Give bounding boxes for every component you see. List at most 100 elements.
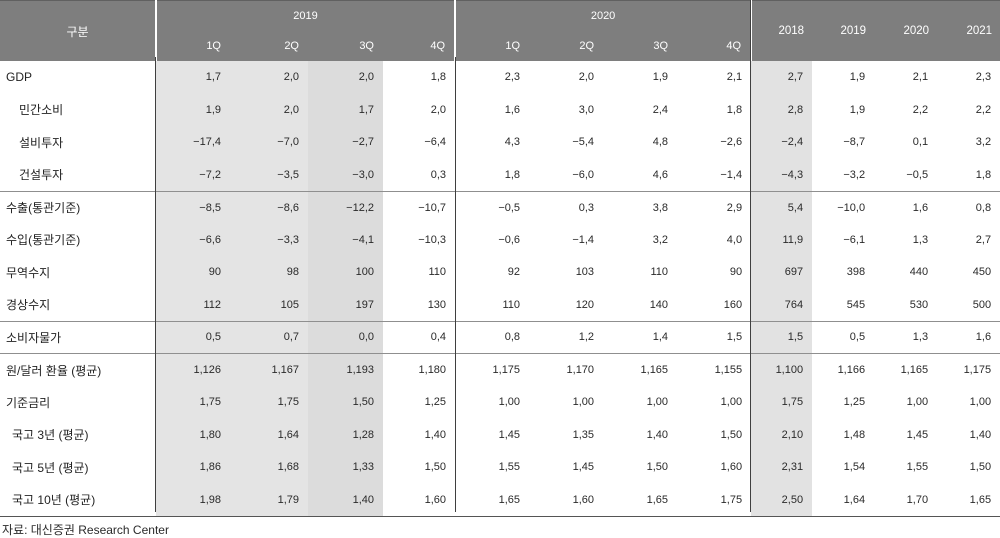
cell-value: −6,4 — [424, 136, 447, 149]
cell-value: −3,0 — [308, 158, 383, 192]
cell-value: −0,5 — [498, 201, 521, 214]
cell-value: 90 — [208, 266, 221, 279]
cell-value: 2,3 — [504, 71, 521, 84]
cell-value: 4,0 — [726, 233, 743, 246]
cell-value: 3,2 — [652, 233, 669, 246]
cell-value: 1,00 — [969, 396, 992, 409]
table-row: 국고 10년 (평균) 1,98 1,79 1,40 1,60 1,65 1,60 1,65 1… — [0, 483, 1000, 517]
cell-value: −8,7 — [843, 136, 866, 149]
cell-value: 1,126 — [193, 364, 221, 376]
cell-value: −2,4 — [781, 136, 804, 149]
cell-value: 110 — [650, 266, 669, 279]
cell-value: 1,60 — [383, 483, 456, 517]
cell-value: 2,9 — [726, 201, 743, 214]
cell-value: 1,8 — [430, 71, 447, 84]
cell-value: 103 — [575, 266, 595, 279]
cell-value: −2,6 — [720, 136, 743, 149]
header-2020-q2: 2Q — [529, 31, 604, 61]
cell-value: 1,00 — [906, 396, 929, 409]
table-row: 기준금리 1,75 1,75 1,50 1,25 1,00 1,00 1,00 1,00 1,75… — [0, 386, 1000, 419]
cell-value: 3,8 — [652, 201, 669, 214]
cell-value: 1,165 — [900, 364, 929, 376]
cell-value: 450 — [972, 266, 992, 279]
cell-value: 90 — [729, 266, 743, 279]
cell-value: 105 — [230, 288, 308, 322]
cell-value: 1,68 — [277, 461, 299, 474]
cell-value: 1,166 — [837, 364, 866, 376]
cell-value: 2,0 — [283, 71, 299, 84]
cell-value: 2,7 — [787, 71, 804, 84]
cell-value: 1,25 — [424, 396, 447, 409]
cell-value: 4,8 — [652, 136, 669, 149]
cell-value: 11,9 — [782, 233, 804, 246]
cell-value: −3,5 — [230, 158, 308, 192]
cell-value: 1,75 — [199, 396, 221, 409]
cell-value: 1,155 — [714, 364, 743, 376]
cell-value: 2,1 — [726, 71, 743, 84]
cell-value: 1,25 — [843, 396, 866, 409]
cell-value: −10,3 — [418, 233, 447, 246]
row-label: 소비자물가 — [0, 321, 156, 354]
cell-value: 1,175 — [963, 364, 992, 376]
cell-value: 398 — [846, 266, 866, 279]
cell-value: 1,9 — [652, 71, 669, 84]
cell-value: 0,3 — [578, 201, 595, 214]
cell-value: 0,3 — [383, 158, 456, 192]
cell-value: 2,10 — [781, 428, 804, 441]
cell-value: 1,48 — [843, 428, 866, 441]
table-row: 수입(통관기준) −6,6 −3,3 −4,1 −10,3 −0,6 −1,4 3,2 4,0 1… — [0, 224, 1000, 257]
cell-value: 100 — [355, 266, 374, 279]
cell-value: −5,4 — [572, 136, 595, 149]
cell-value: 1,50 — [969, 461, 992, 474]
row-label: 무역수지 — [6, 265, 51, 280]
cell-value: 1,70 — [874, 483, 938, 517]
cell-value: 1,65 — [455, 483, 530, 517]
header-year-2021: 2021 — [937, 0, 1000, 61]
cell-value: 1,7 — [358, 103, 374, 116]
cell-value: 130 — [383, 288, 456, 322]
cell-value: 0,7 — [230, 321, 308, 354]
cell-value: 2,0 — [578, 71, 595, 84]
cell-value: 1,54 — [843, 461, 866, 474]
cell-value: −3,3 — [277, 233, 299, 246]
cell-value: 1,6 — [504, 103, 521, 116]
cell-value: 1,60 — [720, 461, 743, 474]
table-row: GDP 1,7 2,0 2,0 1,8 2,3 2,0 1,9 2,1 2,7 1,9 2,1 2,3 — [0, 61, 1000, 94]
cell-value: −1,4 — [572, 233, 595, 246]
cell-value: 5,4 — [787, 201, 804, 214]
cell-value: −4,1 — [352, 233, 374, 246]
cell-value: 2,0 — [430, 103, 447, 116]
cell-value: 1,5 — [677, 321, 752, 354]
cell-value: 1,4 — [603, 321, 678, 354]
cell-value: −10,0 — [837, 201, 866, 214]
cell-value: 1,28 — [352, 428, 374, 441]
table-row: 국고 3년 (평균) 1,80 1,64 1,28 1,40 1,45 1,35 1,40 1,… — [0, 419, 1000, 452]
cell-value: 1,50 — [424, 461, 447, 474]
cell-value: 1,165 — [640, 364, 669, 376]
row-label: 경상수지 — [0, 288, 156, 322]
cell-value: 1,65 — [603, 483, 678, 517]
row-label: 수출(통관기준) — [6, 201, 81, 215]
cell-value: 1,167 — [271, 364, 299, 376]
table-row: 국고 5년 (평균) 1,86 1,68 1,33 1,50 1,55 1,45 1,50 1,… — [0, 451, 1000, 484]
cell-value: 1,193 — [346, 364, 374, 376]
cell-value: 1,9 — [205, 103, 221, 116]
cell-value: 4,6 — [603, 158, 678, 192]
cell-value: 1,6 — [912, 201, 929, 214]
row-label: 국고 3년 (평균) — [12, 428, 89, 443]
cell-value: 1,65 — [937, 483, 1000, 517]
cell-value: 0,5 — [812, 321, 875, 354]
cell-value: 2,2 — [912, 103, 929, 116]
cell-value: 120 — [529, 288, 604, 322]
cell-value: −6,1 — [843, 233, 866, 246]
header-year-2020: 2020 — [874, 0, 938, 61]
cell-value: 1,86 — [199, 461, 221, 474]
column-divider-line — [750, 0, 751, 512]
cell-value: 530 — [874, 288, 938, 322]
cell-value: 1,9 — [849, 103, 866, 116]
cell-value: 3,0 — [578, 103, 595, 116]
cell-value: 697 — [784, 266, 804, 279]
cell-value: 1,35 — [572, 428, 595, 441]
cell-value: 0,4 — [383, 321, 456, 354]
